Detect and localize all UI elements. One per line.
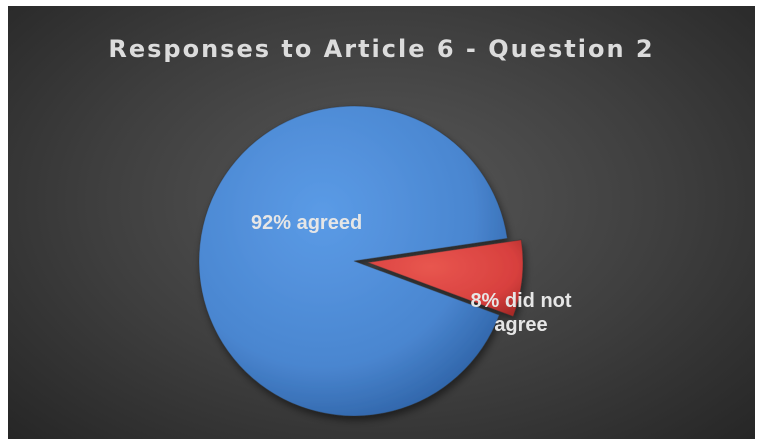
pie-slice-did-not-agree: [367, 239, 524, 318]
chart-area: Responses to Article 6 - Question 2 92% …: [8, 6, 755, 439]
slice-label-agreed: 92% agreed: [251, 212, 362, 234]
pie-slice-agreed: [198, 105, 508, 417]
pie-chart: 92% agreed 8% did not agree: [198, 105, 572, 417]
chart-title: Responses to Article 6 - Question 2: [108, 35, 655, 63]
slice-label-did-not-agree: 8% did not agree: [470, 290, 571, 336]
